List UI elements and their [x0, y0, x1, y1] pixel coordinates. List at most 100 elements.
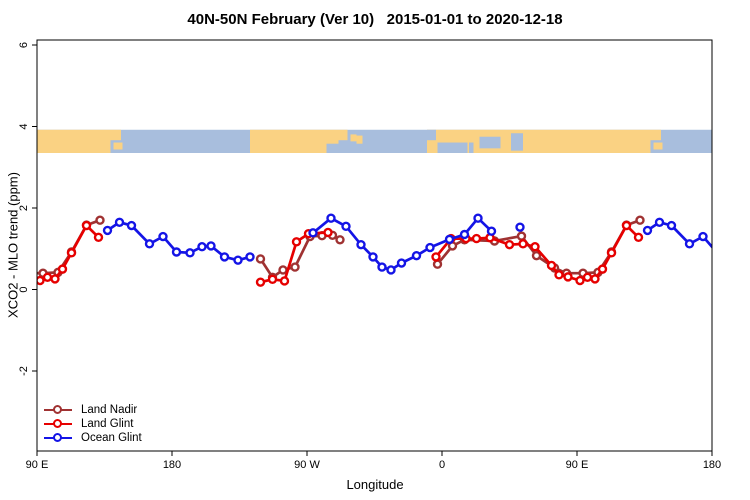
data-point-land-glint: [590, 274, 600, 284]
x-tick-label: 90 E: [566, 459, 589, 471]
data-point-land-nadir: [635, 215, 645, 225]
data-point-ocean-glint: [411, 250, 422, 261]
x-tick-label: 180: [703, 459, 721, 471]
data-point-ocean-glint: [368, 252, 378, 262]
data-point-land-glint: [621, 220, 632, 231]
data-point-land-nadir: [516, 231, 527, 241]
data-point-land-nadir: [432, 259, 443, 269]
data-point-land-glint: [633, 232, 644, 243]
legend: Land Nadir Land Glint Ocean Glint: [44, 403, 142, 445]
legend-marker-land-glint-icon: [44, 418, 72, 430]
map-strip-land-patch: [356, 135, 363, 144]
data-point-land-nadir: [290, 262, 300, 272]
data-point-ocean-glint: [197, 242, 207, 252]
data-point-land-glint: [42, 272, 53, 282]
map-strip-ocean-patch: [469, 142, 474, 153]
data-point-land-glint: [582, 272, 593, 282]
map-strip-land-patch: [110, 129, 121, 141]
map-strip-land-patch: [37, 129, 111, 153]
x-tick-label: 90 W: [294, 459, 320, 471]
x-axis-label: Longitude: [346, 477, 404, 492]
data-point-ocean-glint: [486, 226, 497, 236]
map-strip-land-patch: [326, 129, 339, 144]
data-point-land-glint: [563, 272, 573, 282]
data-point-ocean-glint: [356, 239, 366, 250]
data-point-land-glint: [575, 275, 585, 286]
map-strip-land-patch: [250, 129, 327, 153]
data-point-ocean-glint: [654, 217, 665, 227]
legend-label: Land Glint: [81, 418, 134, 430]
legend-marker-ocean-glint-icon: [44, 432, 72, 444]
data-point-land-glint: [81, 220, 92, 231]
data-point-land-glint: [291, 237, 302, 247]
data-point-land-glint: [546, 260, 557, 271]
data-point-ocean-glint: [144, 239, 155, 249]
map-strip-land-patch: [338, 129, 348, 141]
map-strip-land-patch: [113, 142, 123, 150]
x-tick-label: 180: [163, 459, 181, 471]
map-strip-ocean-patch: [511, 133, 523, 151]
data-point-ocean-glint: [684, 239, 695, 249]
x-tick-label: 90 E: [26, 459, 49, 471]
data-point-ocean-glint: [473, 213, 483, 223]
data-point-ocean-glint: [171, 247, 182, 257]
series-group: [23, 213, 712, 287]
map-strip-land-patch: [650, 129, 661, 141]
axes: 90 E 180 90 W 0 90 E 180 -2 0 2 4 6: [18, 39, 721, 471]
legend-label: Ocean Glint: [81, 432, 142, 444]
data-point-ocean-glint: [386, 265, 396, 275]
data-point-land-nadir: [255, 254, 266, 264]
map-strip-land-patch: [350, 134, 357, 142]
legend-label: Land Nadir: [81, 404, 138, 416]
legend-item-land-nadir: Land Nadir: [44, 403, 142, 417]
data-point-ocean-glint: [185, 248, 195, 258]
data-point-ocean-glint: [126, 220, 137, 231]
legend-item-land-glint: Land Glint: [44, 417, 142, 431]
data-point-land-glint: [25, 273, 32, 280]
data-point-land-glint: [279, 276, 290, 286]
data-point-ocean-glint: [114, 217, 125, 227]
map-strip-land-patch: [653, 142, 663, 150]
data-point-ocean-glint: [308, 228, 318, 238]
data-point-ocean-glint: [377, 262, 387, 272]
data-point-land-glint: [471, 233, 482, 244]
data-point-ocean-glint: [158, 231, 168, 242]
y-tick-label: 4: [18, 123, 30, 129]
data-point-land-glint: [37, 275, 45, 286]
data-point-ocean-glint: [711, 250, 712, 254]
data-point-land-glint: [255, 277, 266, 287]
data-point-ocean-glint: [102, 225, 113, 236]
data-point-land-glint: [93, 232, 104, 243]
y-tick-label: 6: [18, 42, 30, 48]
data-point-land-glint: [57, 264, 68, 274]
data-point-ocean-glint: [206, 241, 216, 251]
data-point-land-glint: [518, 239, 528, 249]
map-strip-ocean-patch: [427, 129, 436, 141]
y-tick-label: -2: [18, 366, 30, 376]
data-point-land-glint: [431, 252, 441, 262]
data-point-land-glint: [66, 248, 77, 258]
data-point-land-nadir: [23, 270, 30, 277]
x-tick-label: 0: [439, 459, 445, 471]
data-point-ocean-glint: [219, 252, 230, 262]
data-point-land-glint: [50, 274, 60, 284]
chart-title: 40N-50N February (Ver 10) 2015-01-01 to …: [187, 11, 563, 28]
legend-item-ocean-glint: Ocean Glint: [44, 431, 142, 445]
data-point-ocean-glint: [515, 222, 525, 232]
data-point-ocean-glint: [245, 252, 255, 262]
data-point-ocean-glint: [698, 231, 708, 242]
legend-marker-land-nadir-icon: [44, 404, 72, 416]
data-point-land-glint: [554, 270, 564, 280]
data-point-ocean-glint: [666, 220, 677, 231]
data-point-land-nadir: [531, 250, 542, 261]
data-point-ocean-glint: [444, 234, 455, 245]
data-point-ocean-glint: [642, 225, 653, 236]
map-strip-ocean-patch: [437, 142, 468, 153]
y-tick-label: 2: [18, 205, 30, 211]
data-point-ocean-glint: [396, 258, 407, 268]
data-point-ocean-glint: [233, 255, 243, 265]
data-point-land-nadir: [335, 235, 345, 245]
plot-border: [36, 39, 713, 452]
data-point-ocean-glint: [326, 213, 336, 223]
